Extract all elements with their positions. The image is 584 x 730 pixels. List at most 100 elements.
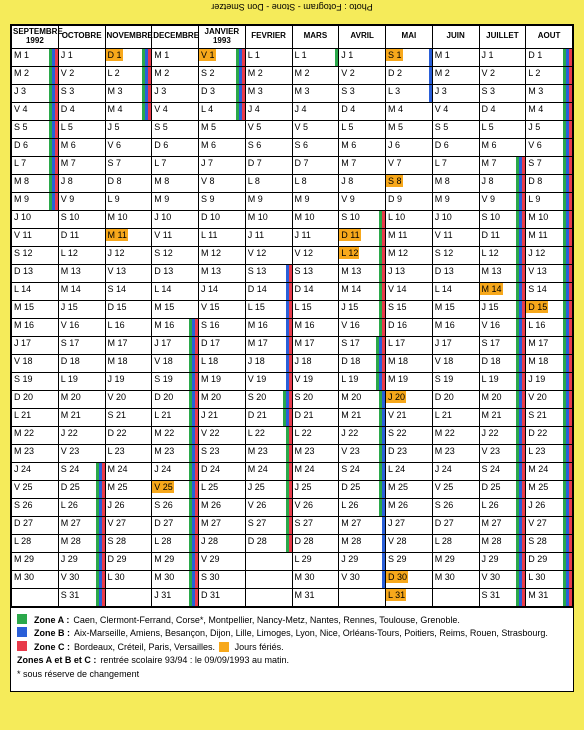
day-cell: D 4 xyxy=(339,102,386,120)
day-cell: J 7 xyxy=(199,156,246,174)
day-cell: M 20 xyxy=(58,390,105,408)
day-cell: V 23 xyxy=(339,444,386,462)
day-cell: D 20 xyxy=(12,390,59,408)
day-cell: M 23 xyxy=(245,444,292,462)
day-cell: V 7 xyxy=(386,156,433,174)
day-cell: M 24 xyxy=(292,462,339,480)
vacation-stripes xyxy=(96,517,105,534)
day-cell: L 30 xyxy=(526,570,573,588)
day-label: J 3 xyxy=(152,85,167,97)
day-label: S 14 xyxy=(106,283,128,295)
day-cell: M 2 xyxy=(245,66,292,84)
day-cell: D 4 xyxy=(58,102,105,120)
day-cell: M 9 xyxy=(432,192,479,210)
day-label: L 16 xyxy=(106,319,126,331)
day-label: M 12 xyxy=(386,247,409,259)
day-label: S 10 xyxy=(339,211,361,223)
day-cell: M 17 xyxy=(292,336,339,354)
day-label: S 16 xyxy=(199,319,221,331)
day-cell: M 10 xyxy=(105,210,152,228)
day-cell: L 18 xyxy=(199,354,246,372)
day-label: V 7 xyxy=(386,157,403,169)
day-label: M 23 xyxy=(12,445,35,457)
day-cell: L 5 xyxy=(58,120,105,138)
vacation-stripes xyxy=(516,427,525,444)
day-label: J 11 xyxy=(246,229,265,241)
day-cell: J 26 xyxy=(526,498,573,516)
vacation-stripes xyxy=(189,427,198,444)
vacation-stripes xyxy=(189,535,198,552)
vacation-stripes xyxy=(563,175,572,192)
day-cell: S 21 xyxy=(105,408,152,426)
vacation-stripes xyxy=(379,409,385,426)
day-label: D 4 xyxy=(339,103,356,115)
day-cell: M 21 xyxy=(339,408,386,426)
day-cell: D 31 xyxy=(199,588,246,606)
day-cell: L 5 xyxy=(339,120,386,138)
day-cell: S 17 xyxy=(58,336,105,354)
legend-zone-abc: Zones A et B et C : rentrée scolaire 93/… xyxy=(17,654,567,668)
swatch-zone-c-icon xyxy=(17,641,27,651)
day-cell: J 3 xyxy=(152,84,199,102)
day-cell: D 4 xyxy=(479,102,526,120)
day-label: L 15 xyxy=(246,301,266,313)
vacation-stripes xyxy=(516,301,525,318)
day-label: D 21 xyxy=(246,409,268,421)
day-cell xyxy=(432,588,479,606)
day-label: M 18 xyxy=(386,355,409,367)
day-cell: M 14 xyxy=(339,282,386,300)
day-label: L 31 xyxy=(386,589,406,601)
day-cell: D 25 xyxy=(339,480,386,498)
day-label: D 25 xyxy=(59,481,81,493)
day-cell: V 26 xyxy=(292,498,339,516)
vacation-stripes xyxy=(379,427,385,444)
day-label: M 3 xyxy=(246,85,264,97)
calendar: SEPTEMBRE1992OCTOBRENOVEMBREDECEMBREJANV… xyxy=(10,24,574,692)
vacation-stripes xyxy=(96,463,105,480)
day-cell: L 26 xyxy=(58,498,105,516)
day-label: J 15 xyxy=(339,301,359,313)
day-label: M 23 xyxy=(246,445,269,457)
day-cell: J 22 xyxy=(479,426,526,444)
day-label: L 19 xyxy=(339,373,359,385)
day-label: M 8 xyxy=(152,175,170,187)
day-cell: M 14 xyxy=(58,282,105,300)
day-cell: M 12 xyxy=(199,246,246,264)
day-cell: M 11 xyxy=(526,228,573,246)
day-cell: D 25 xyxy=(58,480,105,498)
day-cell: L 19 xyxy=(479,372,526,390)
day-cell: J 5 xyxy=(105,120,152,138)
day-cell: D 6 xyxy=(152,138,199,156)
day-cell: V 11 xyxy=(152,228,199,246)
day-cell: L 26 xyxy=(479,498,526,516)
day-cell: S 16 xyxy=(199,318,246,336)
day-cell: J 20 xyxy=(386,390,433,408)
day-cell: S 9 xyxy=(199,192,246,210)
day-label: J 1 xyxy=(339,49,354,61)
day-cell: L 7 xyxy=(432,156,479,174)
day-label: D 25 xyxy=(480,481,502,493)
day-cell: S 28 xyxy=(105,534,152,552)
day-label: S 5 xyxy=(12,121,29,133)
day-label: D 27 xyxy=(433,517,455,529)
day-label: D 25 xyxy=(339,481,361,493)
day-label: M 8 xyxy=(12,175,30,187)
day-cell: D 27 xyxy=(12,516,59,534)
day-cell: J 24 xyxy=(432,462,479,480)
day-label: S 7 xyxy=(526,157,543,169)
legend-jours-feries: Jours fériés. xyxy=(219,641,284,655)
day-label: M 28 xyxy=(339,535,362,547)
day-cell: M 29 xyxy=(432,552,479,570)
day-cell xyxy=(105,588,152,606)
day-cell: S 24 xyxy=(339,462,386,480)
day-label: S 17 xyxy=(59,337,81,349)
day-cell: M 22 xyxy=(432,426,479,444)
day-cell: V 5 xyxy=(292,120,339,138)
day-label: L 9 xyxy=(526,193,541,205)
day-label: L 14 xyxy=(433,283,453,295)
day-label: L 12 xyxy=(480,247,500,259)
day-cell: S 12 xyxy=(152,246,199,264)
day-label: S 24 xyxy=(59,463,81,475)
vacation-stripes xyxy=(379,391,385,408)
vacation-stripes xyxy=(286,499,292,516)
